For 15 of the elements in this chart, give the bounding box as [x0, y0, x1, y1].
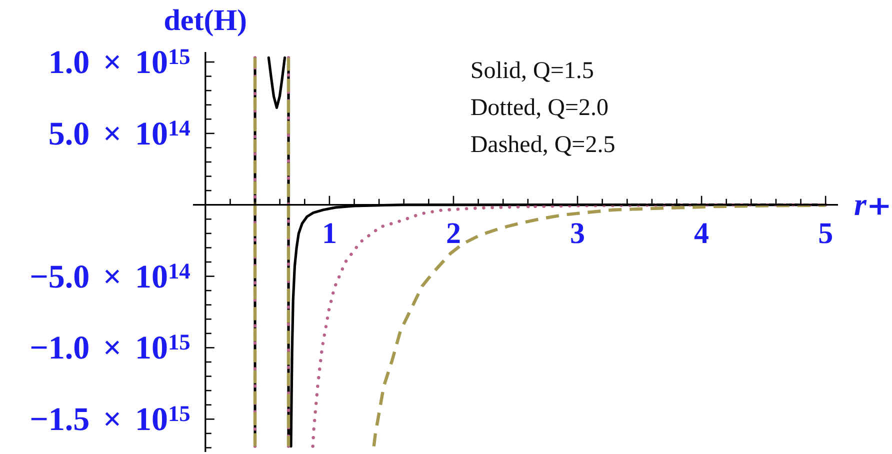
x-tick-label: 1 — [322, 216, 337, 250]
x-tick-label: 3 — [570, 216, 586, 250]
x-tick-label: 2 — [446, 216, 461, 250]
annotation: Dotted, Q=2.0 — [470, 95, 609, 121]
x-tick-label: 4 — [694, 216, 710, 250]
y-tick-label: −1.0 × 10$^{15}$ — [30, 329, 190, 367]
y-tick-label: 5.0 × 10$^{14}$ — [48, 115, 190, 152]
y-tick-label: −5.0 × 10$^{14}$ — [30, 258, 190, 296]
y-axis-title: det(H) — [164, 4, 248, 37]
x-axis-title: r₊ — [854, 172, 892, 226]
y-tick-label: 1.0 × 10$^{15}$ — [48, 44, 190, 81]
annotation: Solid, Q=1.5 — [470, 58, 594, 84]
x-tick-label: 5 — [818, 216, 834, 250]
y-tick-label: −1.5 × 10$^{15}$ — [30, 400, 190, 438]
annotation: Dashed, Q=2.5 — [470, 132, 616, 158]
